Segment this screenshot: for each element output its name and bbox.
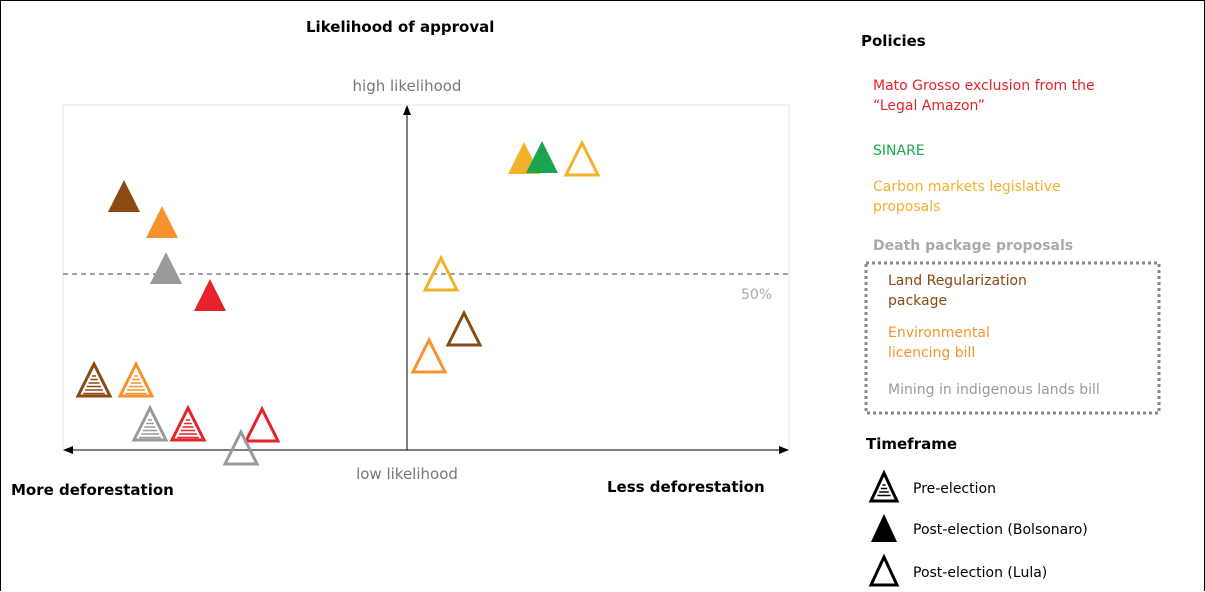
arrow xyxy=(779,446,789,454)
legend-entry: SINARE xyxy=(873,143,925,159)
timeframe-title: Timeframe xyxy=(866,435,958,453)
triangle xyxy=(169,404,207,442)
x-right-label: Less deforestation xyxy=(607,478,765,496)
triangle xyxy=(222,428,260,466)
arrow xyxy=(63,446,73,454)
triangle xyxy=(146,206,178,238)
triangle xyxy=(526,141,558,173)
legend-entry: Environmental licencing bill xyxy=(888,325,990,361)
triangle xyxy=(410,336,448,374)
triangle xyxy=(445,309,483,347)
title: Likelihood of approval xyxy=(306,18,495,36)
legend-title: Policies xyxy=(861,32,926,50)
y-bottom-label: low likelihood xyxy=(356,465,458,483)
legend-entry: Mato Grosso exclusion from the “Legal Am… xyxy=(873,78,1095,114)
legend-entry: Mining in indigenous lands bill xyxy=(888,382,1100,398)
triangle xyxy=(871,514,897,542)
triangle xyxy=(422,254,460,292)
timeframe-label: Post-election (Lula) xyxy=(913,565,1048,581)
y-top-label: high likelihood xyxy=(352,77,462,95)
triangle xyxy=(131,404,169,442)
triangle xyxy=(108,180,140,212)
midline-label: 50% xyxy=(741,287,773,303)
triangle xyxy=(243,405,281,443)
legend-entry: Land Regularization package xyxy=(888,273,1027,309)
triangle xyxy=(868,553,900,587)
group-title: Death package proposals xyxy=(873,238,1074,254)
group-box xyxy=(864,261,1161,415)
timeframe-label: Post-election (Bolsonaro) xyxy=(913,522,1088,538)
triangle xyxy=(868,469,900,503)
timeframe-label: Pre-election xyxy=(913,481,996,497)
triangle xyxy=(75,360,113,398)
arrow xyxy=(403,105,411,115)
triangle xyxy=(150,252,182,284)
x-left-label: More deforestation xyxy=(11,481,174,499)
triangle xyxy=(563,139,601,177)
triangle xyxy=(117,360,155,398)
legend-entry: Carbon markets legislative proposals xyxy=(873,179,1061,215)
triangle xyxy=(194,279,226,311)
